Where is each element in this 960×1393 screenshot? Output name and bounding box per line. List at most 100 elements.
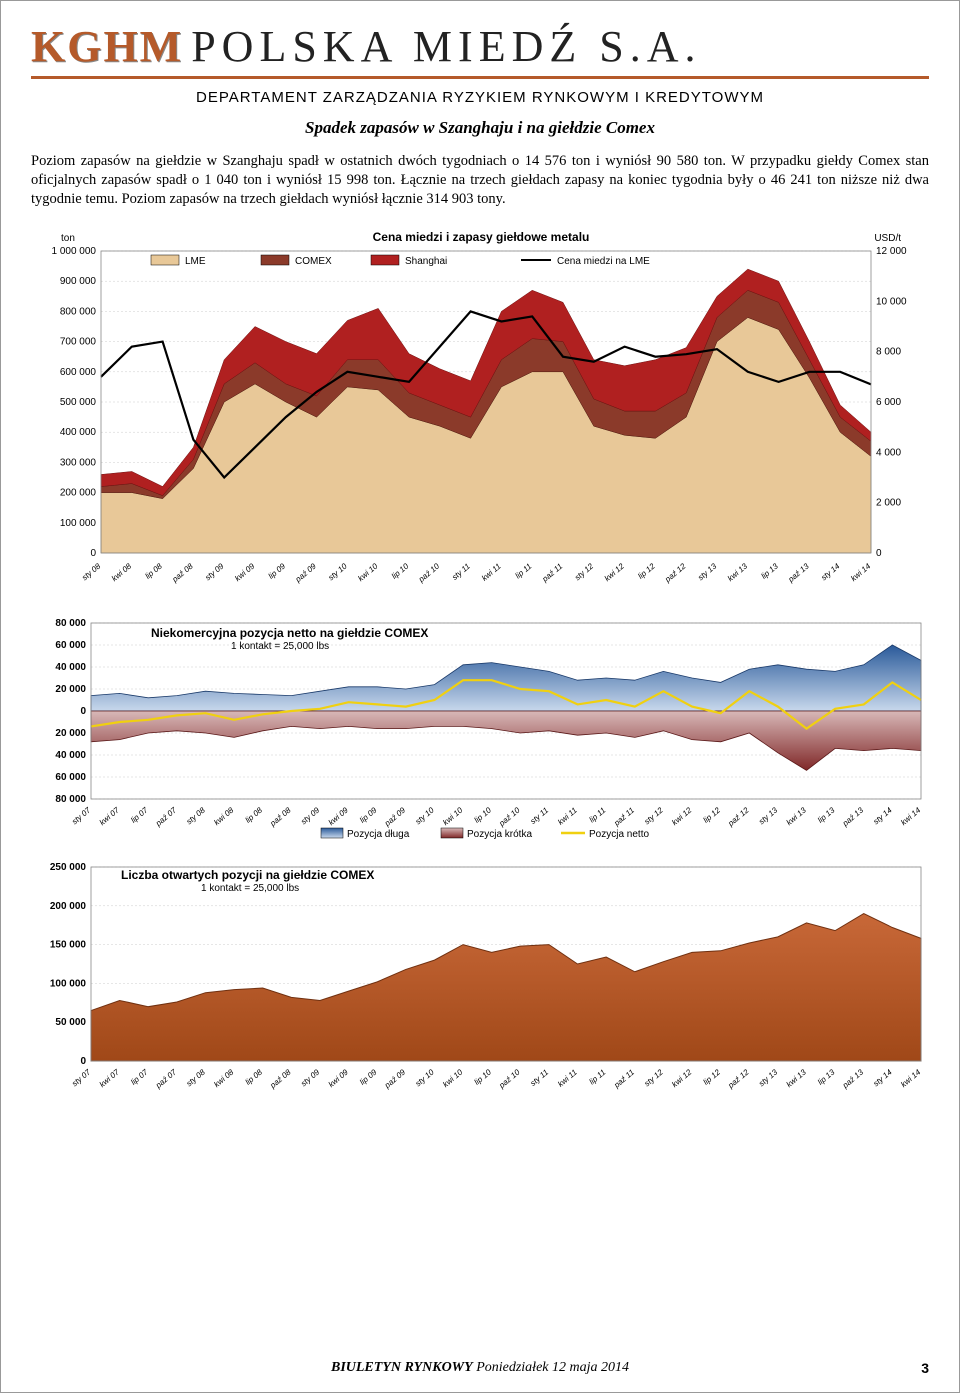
svg-text:Niekomercyjna pozycja netto na: Niekomercyjna pozycja netto na giełdzie … — [151, 626, 428, 640]
svg-text:lip 10: lip 10 — [390, 561, 411, 581]
svg-text:40 000: 40 000 — [55, 662, 86, 673]
svg-text:lip 07: lip 07 — [129, 1067, 150, 1087]
svg-text:kwi 09: kwi 09 — [327, 1067, 351, 1089]
svg-text:sty 12: sty 12 — [643, 805, 666, 826]
svg-text:80 000: 80 000 — [55, 618, 86, 629]
chart-open-positions: 250 000200 000150 000100 00050 0000Liczb… — [31, 857, 929, 1097]
svg-text:kwi 13: kwi 13 — [785, 805, 809, 827]
svg-text:600 000: 600 000 — [60, 366, 97, 377]
svg-text:kwi 08: kwi 08 — [212, 1067, 236, 1089]
footer: BIULETYN RYNKOWY Poniedziałek 12 maja 20… — [1, 1360, 959, 1376]
svg-text:lip 07: lip 07 — [129, 805, 150, 825]
svg-text:80 000: 80 000 — [55, 794, 86, 805]
svg-text:0: 0 — [876, 548, 882, 559]
chart1-svg: 1 000 000900 000800 000700 000600 000500… — [31, 223, 931, 593]
svg-text:lip 09: lip 09 — [358, 805, 379, 825]
svg-text:sty 14: sty 14 — [872, 805, 895, 826]
svg-text:sty 11: sty 11 — [529, 805, 551, 825]
svg-text:lip 11: lip 11 — [587, 805, 607, 824]
svg-text:paź 12: paź 12 — [726, 805, 751, 828]
svg-text:kwi 11: kwi 11 — [556, 1067, 579, 1088]
svg-text:kwi 11: kwi 11 — [556, 805, 579, 826]
logo-rest: POLSKA MIEDŹ S.A. — [191, 21, 701, 72]
svg-text:sty 10: sty 10 — [414, 1067, 437, 1088]
svg-text:paź 08: paź 08 — [268, 805, 293, 828]
svg-text:6 000: 6 000 — [876, 397, 901, 408]
svg-text:paź 07: paź 07 — [153, 805, 178, 828]
svg-text:60 000: 60 000 — [55, 772, 86, 783]
svg-text:USD/t: USD/t — [874, 233, 901, 244]
svg-text:sty 12: sty 12 — [573, 561, 596, 582]
svg-text:sty 13: sty 13 — [757, 805, 780, 826]
svg-text:paź 12: paź 12 — [663, 561, 688, 584]
svg-text:lip 13: lip 13 — [816, 805, 837, 825]
svg-text:10 000: 10 000 — [876, 296, 907, 307]
svg-text:kwi 10: kwi 10 — [441, 805, 465, 827]
svg-text:lip 08: lip 08 — [244, 805, 265, 825]
svg-text:150 000: 150 000 — [50, 939, 87, 950]
svg-text:paź 10: paź 10 — [497, 805, 522, 828]
svg-text:100 000: 100 000 — [60, 517, 97, 528]
svg-text:lip 12: lip 12 — [636, 561, 657, 581]
svg-text:250 000: 250 000 — [50, 862, 87, 873]
svg-text:700 000: 700 000 — [60, 336, 97, 347]
svg-text:4 000: 4 000 — [876, 447, 901, 458]
svg-text:900 000: 900 000 — [60, 276, 97, 287]
svg-text:400 000: 400 000 — [60, 427, 97, 438]
svg-text:sty 07: sty 07 — [70, 805, 93, 826]
svg-text:0: 0 — [80, 706, 86, 717]
svg-text:sty 11: sty 11 — [450, 561, 472, 581]
svg-text:Cena miedzi na LME: Cena miedzi na LME — [557, 256, 650, 267]
svg-text:paź 08: paź 08 — [170, 561, 195, 584]
svg-text:1 000 000: 1 000 000 — [52, 246, 97, 257]
svg-text:200 000: 200 000 — [50, 900, 87, 911]
footer-bold: BIULETYN RYNKOWY — [331, 1360, 473, 1375]
svg-text:sty 11: sty 11 — [529, 1067, 551, 1087]
svg-text:kwi 07: kwi 07 — [98, 1067, 122, 1089]
svg-text:kwi 14: kwi 14 — [849, 561, 873, 583]
svg-text:0: 0 — [80, 1056, 86, 1067]
svg-text:paź 07: paź 07 — [153, 1067, 178, 1090]
svg-text:kwi 07: kwi 07 — [98, 805, 122, 827]
svg-text:Pozycja długa: Pozycja długa — [347, 829, 410, 840]
svg-text:sty 09: sty 09 — [299, 1067, 322, 1088]
svg-text:Pozycja netto: Pozycja netto — [589, 829, 649, 840]
svg-text:sty 14: sty 14 — [872, 1067, 895, 1088]
body-paragraph: Poziom zapasów na giełdzie w Szanghaju s… — [31, 152, 929, 209]
header-rule — [31, 76, 929, 79]
svg-text:kwi 11: kwi 11 — [480, 561, 503, 582]
svg-text:12 000: 12 000 — [876, 246, 907, 257]
svg-text:8 000: 8 000 — [876, 346, 901, 357]
svg-text:lip 13: lip 13 — [759, 561, 780, 581]
svg-text:20 000: 20 000 — [55, 684, 86, 695]
svg-text:sty 07: sty 07 — [70, 1067, 93, 1088]
svg-text:lip 10: lip 10 — [473, 805, 494, 825]
chart3-svg: 250 000200 000150 000100 00050 0000Liczb… — [31, 857, 931, 1097]
svg-text:lip 10: lip 10 — [473, 1067, 494, 1087]
chart-inventory-price: 1 000 000900 000800 000700 000600 000500… — [31, 223, 929, 593]
svg-text:lip 08: lip 08 — [143, 561, 164, 581]
svg-text:40 000: 40 000 — [55, 750, 86, 761]
svg-text:paź 11: paź 11 — [612, 1067, 637, 1090]
svg-text:ton: ton — [61, 233, 75, 244]
svg-text:sty 08: sty 08 — [185, 805, 208, 826]
svg-text:kwi 12: kwi 12 — [670, 805, 694, 827]
svg-text:kwi 12: kwi 12 — [670, 1067, 694, 1089]
svg-text:paź 10: paź 10 — [497, 1067, 522, 1090]
svg-text:100 000: 100 000 — [50, 978, 87, 989]
svg-text:lip 08: lip 08 — [244, 1067, 265, 1087]
svg-text:lip 09: lip 09 — [358, 1067, 379, 1087]
svg-text:paź 13: paź 13 — [786, 561, 811, 584]
svg-text:paź 10: paź 10 — [416, 561, 441, 584]
svg-text:lip 12: lip 12 — [702, 805, 723, 825]
section-title: Spadek zapasów w Szanghaju i na giełdzie… — [31, 118, 929, 138]
svg-text:paź 11: paź 11 — [612, 805, 637, 828]
svg-text:500 000: 500 000 — [60, 397, 97, 408]
svg-text:lip 11: lip 11 — [587, 1067, 607, 1086]
svg-text:paź 13: paź 13 — [840, 1067, 865, 1090]
svg-text:paź 13: paź 13 — [840, 805, 865, 828]
svg-text:sty 09: sty 09 — [203, 561, 226, 582]
svg-text:2 000: 2 000 — [876, 497, 901, 508]
svg-text:sty 09: sty 09 — [299, 805, 322, 826]
svg-text:LME: LME — [185, 256, 206, 267]
